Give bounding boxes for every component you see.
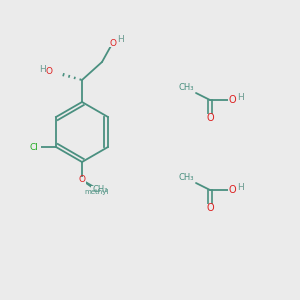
Text: H: H <box>117 35 123 44</box>
Text: CH₃: CH₃ <box>178 82 194 91</box>
FancyBboxPatch shape <box>177 83 195 91</box>
Text: O: O <box>206 113 214 123</box>
FancyBboxPatch shape <box>78 176 86 184</box>
Text: O: O <box>228 185 236 195</box>
Text: methyl: methyl <box>85 189 109 195</box>
Text: O: O <box>206 203 214 213</box>
Text: H: H <box>39 65 45 74</box>
Text: O: O <box>46 67 52 76</box>
FancyBboxPatch shape <box>206 114 214 122</box>
FancyBboxPatch shape <box>47 68 61 76</box>
Text: O: O <box>110 38 116 47</box>
FancyBboxPatch shape <box>87 188 107 196</box>
FancyBboxPatch shape <box>27 143 41 151</box>
FancyBboxPatch shape <box>206 204 214 212</box>
Text: H: H <box>238 184 244 193</box>
Text: CH₃: CH₃ <box>92 185 108 194</box>
Text: CH₃: CH₃ <box>178 172 194 182</box>
FancyBboxPatch shape <box>228 96 236 104</box>
FancyBboxPatch shape <box>107 39 121 47</box>
Text: Cl: Cl <box>30 142 38 152</box>
FancyBboxPatch shape <box>228 186 236 194</box>
Text: O: O <box>79 176 86 184</box>
FancyBboxPatch shape <box>177 173 195 181</box>
Text: H: H <box>238 94 244 103</box>
FancyBboxPatch shape <box>91 186 109 194</box>
Text: O: O <box>228 95 236 105</box>
